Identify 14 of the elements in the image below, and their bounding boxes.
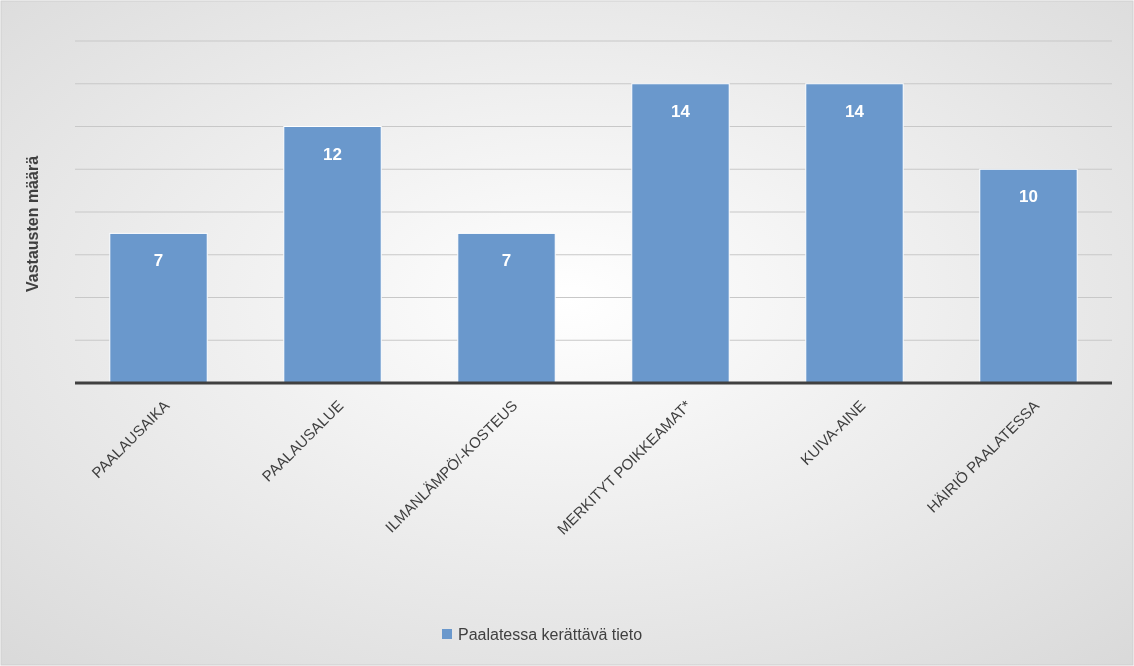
bar bbox=[805, 83, 904, 384]
data-label: 12 bbox=[323, 144, 342, 164]
bar bbox=[109, 232, 208, 384]
data-label: 10 bbox=[1019, 187, 1038, 207]
data-label: 14 bbox=[845, 101, 865, 121]
bar bbox=[283, 126, 382, 384]
data-label: 7 bbox=[153, 251, 164, 271]
bar bbox=[979, 168, 1078, 384]
data-label: 14 bbox=[671, 101, 691, 121]
y-axis-title: Vastausten määrä bbox=[24, 155, 41, 293]
bar bbox=[631, 83, 730, 384]
text: Paalatessa kerättävä tieto bbox=[458, 625, 643, 643]
data-label: 7 bbox=[501, 251, 512, 271]
bar bbox=[457, 232, 556, 384]
